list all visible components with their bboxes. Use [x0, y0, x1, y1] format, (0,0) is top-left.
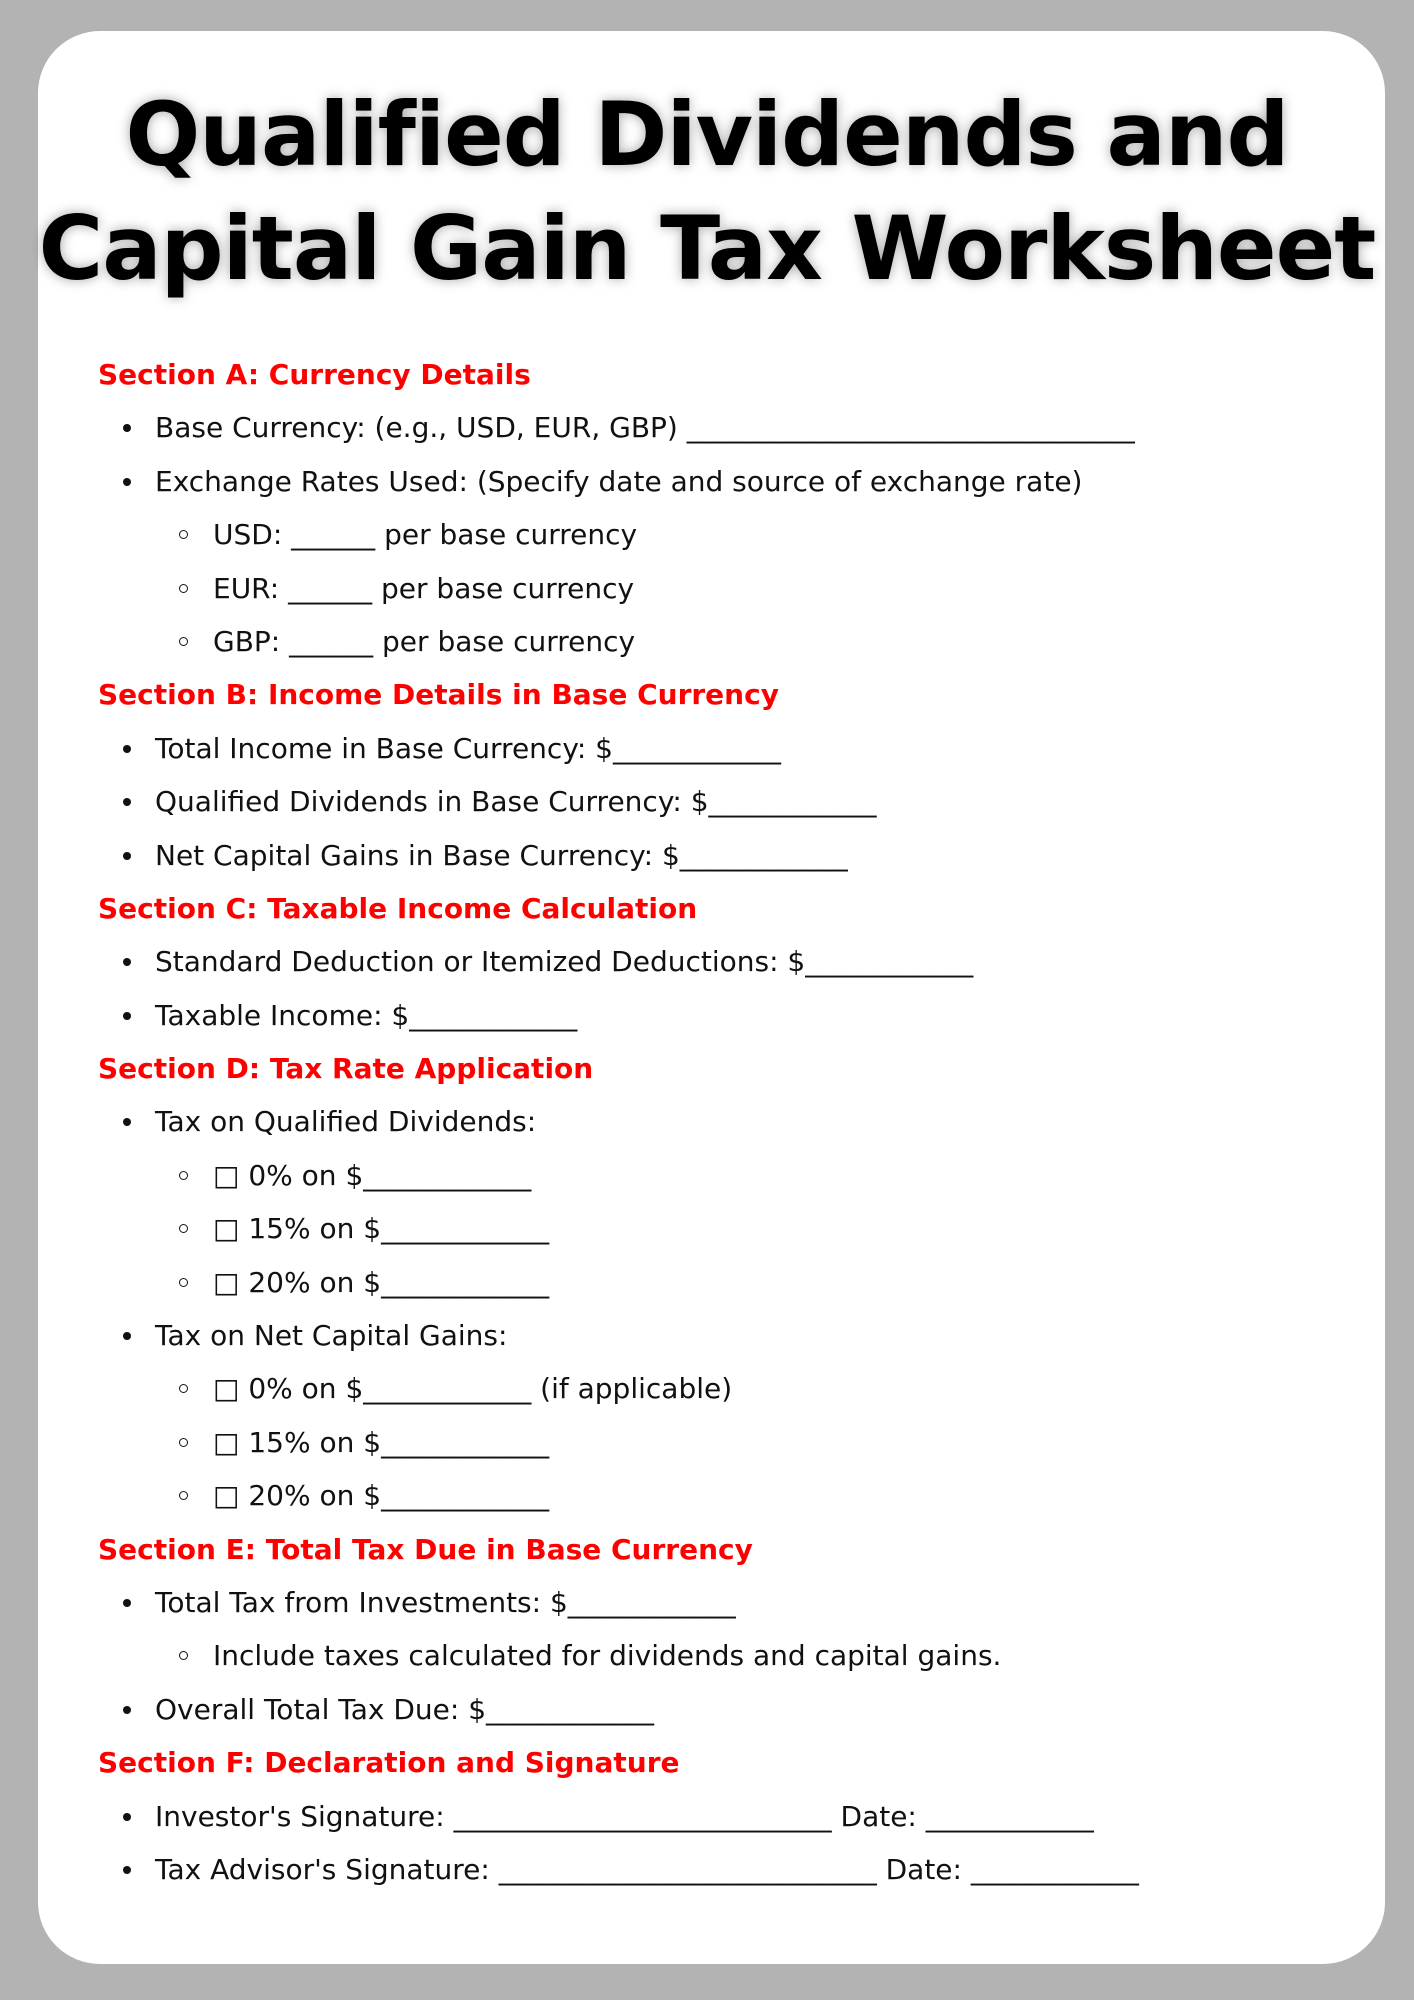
list-item: Overall Total Tax Due: $____________ — [0, 1683, 1414, 1736]
worksheet-card — [38, 31, 1385, 1964]
list-item: Base Currency: (e.g., USD, EUR, GBP) ___… — [0, 401, 1414, 454]
sub-list-item: Include taxes calculated for dividends a… — [0, 1629, 1414, 1682]
section-heading: Section D: Tax Rate Application — [98, 1052, 594, 1086]
list-item: Qualified Dividends in Base Currency: $_… — [0, 775, 1414, 828]
sub-list-item: □ 0% on $____________ — [0, 1149, 1414, 1202]
list-item: Exchange Rates Used: (Specify date and s… — [0, 455, 1414, 508]
sub-list-item: EUR: ______ per base currency — [0, 562, 1414, 615]
list-item: Tax on Qualified Dividends: — [0, 1095, 1414, 1148]
sub-list-item: GBP: ______ per base currency — [0, 615, 1414, 668]
list-item: Taxable Income: $____________ — [0, 989, 1414, 1042]
list-item: Tax on Net Capital Gains: — [0, 1309, 1414, 1362]
title-line-2: Capital Gain Tax Worksheet — [38, 197, 1377, 300]
sub-list-item: □ 20% on $____________ — [0, 1256, 1414, 1309]
section-heading: Section F: Declaration and Signature — [98, 1746, 680, 1780]
section-heading: Section A: Currency Details — [98, 358, 531, 391]
list-item: Investor's Signature: __________________… — [0, 1790, 1414, 1843]
list-item: Standard Deduction or Itemized Deduction… — [0, 935, 1414, 988]
page-title: Qualified Dividends and Capital Gain Tax… — [0, 78, 1414, 306]
list-item: Total Tax from Investments: $___________… — [0, 1576, 1414, 1629]
section-heading: Section B: Income Details in Base Curren… — [98, 678, 779, 712]
worksheet-content: Section A: Currency Details Base Currency… — [0, 348, 1414, 1896]
section-heading: Section C: Taxable Income Calculation — [98, 891, 698, 925]
section-heading: Section E: Total Tax Due in Base Currenc… — [98, 1532, 753, 1566]
sub-list-item: USD: ______ per base currency — [0, 508, 1414, 561]
sub-list-item: □ 15% on $____________ — [0, 1202, 1414, 1255]
sub-list-item: □ 15% on $____________ — [0, 1416, 1414, 1469]
list-item: Net Capital Gains in Base Currency: $___… — [0, 829, 1414, 882]
list-item: Total Income in Base Currency: $________… — [0, 722, 1414, 775]
list-item: Tax Advisor's Signature: _______________… — [0, 1843, 1414, 1896]
sub-list-item: □ 20% on $____________ — [0, 1469, 1414, 1522]
title-line-1: Qualified Dividends and — [125, 83, 1289, 186]
sub-list-item: □ 0% on $____________ (if applicable) — [0, 1362, 1414, 1415]
